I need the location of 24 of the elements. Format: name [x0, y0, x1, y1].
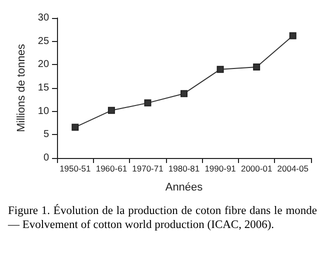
x-tick-label: 1960-61	[96, 164, 128, 174]
y-axis-title: Millions de tonnes	[16, 43, 28, 132]
point	[108, 106, 115, 114]
caption: Figure 1. Évolution de la production de coton fibre dans le monde — Evolvement of cotton world production (ICAC, 2006).	[8, 204, 317, 232]
point	[253, 64, 260, 70]
point	[216, 66, 224, 73]
y-tick-label: 10	[38, 106, 50, 117]
x-tick-label: 1970-71	[132, 164, 164, 174]
y-tick-label: 25	[38, 36, 50, 47]
point	[72, 124, 79, 131]
x-tick-label: 1990-91	[204, 164, 236, 174]
point	[144, 99, 152, 106]
x-tick-label: 1980-81	[168, 164, 200, 174]
x-tick-label: 2000-01	[240, 164, 272, 174]
y-tick-label: 0	[43, 152, 50, 164]
x-tick-label: 1950-51	[60, 164, 92, 174]
x-tick-label: 2004-05	[277, 164, 309, 174]
x-axis-title: Années	[165, 182, 204, 194]
y-tick-label: 15	[38, 82, 50, 94]
y-tick-label: 30	[38, 12, 50, 24]
y-tick-label: 20	[38, 59, 50, 70]
point	[289, 32, 296, 40]
point	[180, 90, 188, 98]
y-tick-label: 5	[43, 129, 50, 140]
